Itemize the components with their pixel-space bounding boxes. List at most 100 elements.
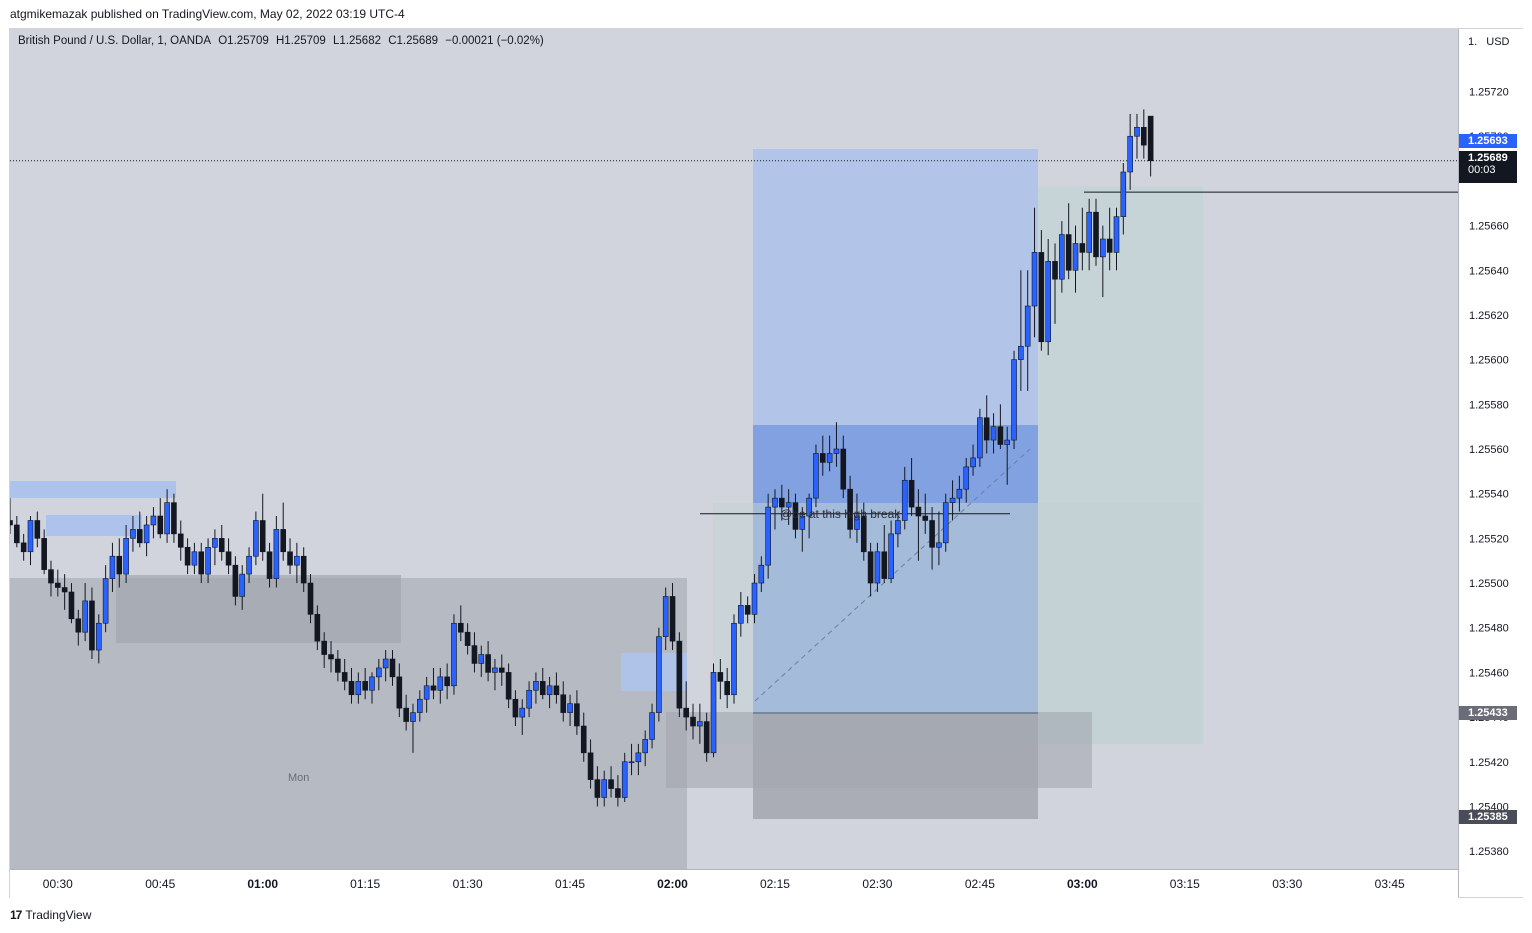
candle-body — [89, 600, 95, 651]
legend-close: C1.25689 — [388, 35, 439, 47]
candle-body — [724, 681, 730, 696]
price-tick-label: 1.25540 — [1469, 489, 1509, 501]
candle-body — [48, 569, 54, 584]
candle-body — [1113, 216, 1120, 253]
price-tick-label: 1.25420 — [1469, 757, 1509, 769]
candle — [860, 502, 867, 561]
candle — [1134, 113, 1140, 159]
candle — [20, 533, 27, 561]
candle — [936, 511, 942, 566]
candle-body — [772, 497, 778, 508]
candle-body — [1127, 135, 1133, 173]
candle-body — [635, 752, 642, 763]
candle — [908, 457, 915, 517]
candle — [717, 659, 724, 700]
last-price-tag: 1.25693 — [1459, 134, 1517, 148]
candle-body — [662, 596, 669, 637]
candle-body — [417, 698, 423, 713]
demand-zone-small — [621, 653, 687, 691]
candle-body — [403, 707, 409, 722]
candle — [171, 493, 177, 543]
candle — [451, 614, 457, 695]
candle-body — [567, 703, 573, 713]
candle-body — [949, 497, 956, 503]
candle — [430, 667, 437, 700]
time-tick-label: 02:00 — [657, 877, 688, 891]
candle-body — [956, 488, 963, 499]
candle — [574, 690, 580, 735]
candle-body — [1141, 126, 1147, 146]
candle — [1059, 221, 1065, 293]
candle — [355, 672, 362, 704]
candle — [697, 703, 703, 744]
candle — [1031, 207, 1038, 338]
candle-body — [819, 453, 826, 463]
candle-body — [205, 546, 211, 575]
range-box-lower — [666, 712, 1092, 788]
candle — [594, 766, 601, 807]
candle — [410, 703, 416, 753]
candle-body — [328, 654, 334, 660]
time-tick-label: 03:30 — [1272, 877, 1303, 891]
candle — [362, 667, 368, 700]
candle — [942, 493, 949, 552]
candle-body — [171, 502, 177, 535]
candle — [1045, 239, 1051, 356]
candle-body — [526, 689, 532, 709]
candle-body — [533, 681, 539, 691]
candle-body — [362, 681, 368, 691]
candle — [895, 511, 901, 548]
candle-body — [970, 457, 976, 468]
candle — [1024, 270, 1031, 391]
candle — [116, 538, 123, 588]
candle-body — [656, 636, 662, 713]
candle-body — [300, 555, 307, 584]
candle — [1100, 225, 1106, 298]
candle-body — [888, 533, 894, 579]
candle-body — [294, 555, 300, 566]
candle-body — [731, 622, 737, 696]
supply-zone-top — [10, 481, 176, 498]
candle-body — [977, 417, 983, 459]
candle-body — [936, 542, 942, 548]
price-unit-currency: USD — [1486, 36, 1510, 48]
time-axis[interactable] — [10, 869, 1458, 898]
candle — [198, 542, 205, 584]
chart-plot-area[interactable]: Mon @be at this high break — [10, 29, 1458, 869]
candle-body — [881, 551, 888, 579]
candle-body — [799, 515, 806, 530]
candle-body — [1031, 252, 1038, 307]
candle-body — [744, 605, 751, 615]
candle-body — [867, 551, 874, 584]
candle-body — [314, 614, 321, 642]
candle — [560, 681, 567, 722]
candle — [164, 489, 170, 543]
candlestick-chart[interactable]: Mon @be at this high break — [10, 29, 1458, 869]
candle — [539, 667, 546, 700]
candle — [382, 650, 389, 682]
candle — [259, 493, 266, 561]
candle — [89, 587, 95, 659]
candle-body — [539, 681, 546, 696]
candle — [649, 703, 655, 749]
candle-body — [512, 698, 519, 718]
candle-body — [580, 725, 587, 754]
candle-body — [157, 515, 164, 535]
candle — [14, 516, 20, 548]
candle-body — [751, 582, 758, 615]
candle — [813, 444, 819, 508]
candle-body — [150, 515, 157, 526]
candle — [498, 654, 505, 686]
candle-body — [1120, 171, 1127, 217]
candle-body — [717, 672, 724, 682]
candle-body — [68, 591, 75, 620]
candle-body — [123, 538, 129, 575]
tradingview-logo-icon: 17 — [10, 908, 22, 922]
candle-body — [792, 502, 799, 530]
candle — [1011, 350, 1017, 449]
price-tick-label: 1.25620 — [1469, 310, 1509, 322]
candle-body — [253, 520, 259, 557]
tradingview-footer[interactable]: 17 TradingView — [10, 908, 91, 922]
price-tick-label: 1.25660 — [1469, 221, 1509, 233]
candle-body — [813, 453, 819, 499]
